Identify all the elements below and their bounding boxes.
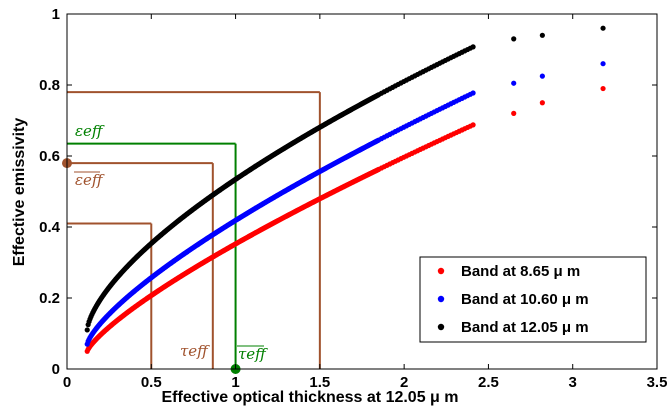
y-tick-label: 0: [52, 361, 60, 378]
x-tick-label: 3: [569, 374, 577, 391]
y-tick-label: 0.8: [39, 77, 60, 94]
data-point-isolated: [539, 100, 545, 106]
x-tick-label: 3.5: [647, 374, 668, 391]
legend-marker-band-1205: [437, 323, 445, 331]
legend-marker-band-1060: [437, 295, 445, 303]
data-point-isolated: [600, 61, 606, 67]
data-point: [84, 327, 90, 333]
data-point-isolated: [539, 32, 545, 38]
annotation-eps-eff: εeff: [75, 122, 105, 140]
annotation-tau-eff: τeff: [180, 342, 210, 360]
y-tick-label: 1: [52, 6, 60, 23]
annotation-tau-eff-bar: τeff: [238, 345, 268, 363]
data-point-isolated: [511, 110, 517, 116]
data-point: [470, 90, 476, 96]
x-tick-label: 2.5: [478, 374, 499, 391]
legend: Band at 8.65 μ m Band at 10.60 μ m Band …: [419, 256, 647, 343]
legend-label-band-1060: Band at 10.60 μ m: [461, 291, 589, 308]
x-tick-label: 0: [63, 374, 71, 391]
legend-label-band-865: Band at 8.65 μ m: [461, 263, 580, 280]
series-points-0: [84, 85, 606, 354]
ticks: 0 0.5 1 1.5 2 2.5 3 3.5 0 0.2 0.4 0.6 0.8 1: [39, 6, 667, 391]
y-tick-label: 0.4: [39, 219, 61, 236]
series-points-1: [84, 61, 606, 347]
data-point: [470, 44, 476, 50]
x-tick-label: 1.5: [309, 374, 330, 391]
x-axis-label: Effective optical thickness at 12.05 μ m: [161, 389, 458, 406]
plot-content: [62, 25, 606, 374]
data-point-isolated: [600, 25, 606, 31]
x-tick-label: 1: [231, 374, 239, 391]
legend-marker-band-865: [437, 267, 445, 275]
legend-label-band-1205: Band at 12.05 μ m: [461, 319, 589, 336]
series-points-2: [84, 25, 606, 333]
y-tick-label: 0.2: [39, 290, 60, 307]
y-tick-label: 0.6: [39, 148, 60, 165]
plot-frame: [66, 13, 658, 370]
data-point-isolated: [511, 80, 517, 86]
data-point-isolated: [600, 85, 606, 92]
x-tick-label: 2: [400, 374, 408, 391]
x-tick-label: 0.5: [141, 374, 162, 391]
data-point-isolated: [539, 73, 545, 79]
y-axis-label: Effective emissivity: [11, 118, 28, 267]
annotation-eps-eff-bar: εeff: [75, 171, 105, 189]
data-point: [470, 122, 476, 128]
data-point-isolated: [511, 36, 517, 42]
legend-box: [419, 256, 647, 343]
